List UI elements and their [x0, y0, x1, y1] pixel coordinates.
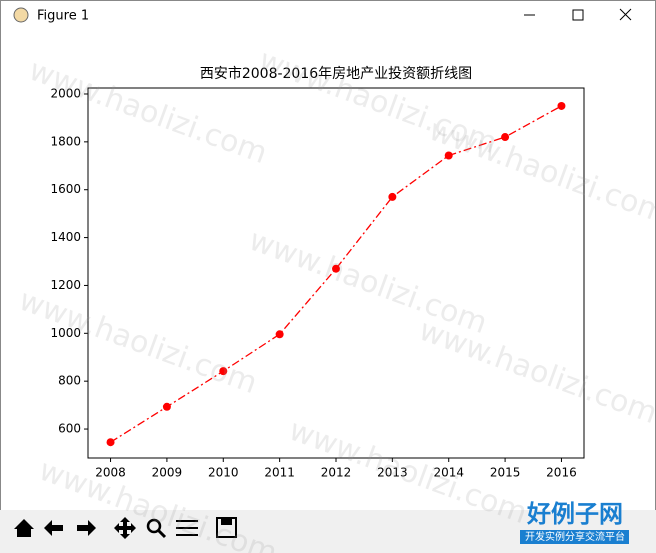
forward-button[interactable] [77, 520, 96, 536]
y-tick-label: 1400 [50, 230, 81, 244]
data-point [332, 264, 340, 273]
maximize-button[interactable] [572, 9, 584, 21]
plot: 西安市2008-2016年房地产业投资额折线图 600 800 1000 1200 140… [50, 65, 585, 480]
back-button[interactable] [44, 520, 63, 536]
data-point [557, 101, 566, 110]
x-tick-label: 2009 [152, 466, 183, 480]
zoom-button[interactable] [146, 518, 162, 534]
save-icon [221, 519, 232, 525]
pan-button[interactable] [114, 517, 136, 539]
configure-button[interactable] [176, 520, 198, 536]
toolbar-icons [14, 517, 237, 539]
logo-band [520, 530, 629, 544]
logo-title: 好例子网 [526, 500, 623, 528]
y-tick-label: 1800 [50, 134, 81, 148]
x-tick-label: 2016 [546, 466, 577, 480]
window-title: Figure 1 [37, 9, 89, 24]
y-tick-label: 800 [58, 374, 81, 388]
app-icon [13, 7, 29, 23]
logo-subtitle: 开发实例分享交流平台 [525, 530, 625, 543]
data-point [388, 192, 397, 201]
y-tick-label: 2000 [50, 86, 81, 100]
data-line [110, 105, 562, 443]
x-tick-label: 2008 [95, 466, 126, 480]
x-tick-label: 2010 [208, 466, 239, 480]
data-point [162, 402, 171, 411]
x-tick-label: 2014 [433, 466, 464, 480]
y-tick-label: 1600 [50, 182, 81, 196]
y-tick-label: 600 [58, 422, 81, 436]
x-tick-label: 2011 [264, 466, 295, 480]
y-tick-label: 1000 [50, 326, 81, 340]
save-button[interactable] [216, 517, 237, 538]
x-tick-label: 2013 [377, 466, 408, 480]
zoom-handle [156, 528, 167, 539]
y-tick-label: 1200 [50, 278, 81, 292]
data-point [106, 438, 115, 447]
chart-title: 西安市2008-2016年房地产业投资额折线图 [200, 65, 472, 82]
data-point [219, 367, 228, 376]
data-point [275, 330, 284, 339]
close-button[interactable] [619, 8, 632, 21]
data-point [444, 151, 453, 160]
data-point [501, 133, 510, 142]
x-tick-label: 2012 [321, 466, 352, 480]
x-tick-label: 2015 [490, 466, 521, 480]
home-button[interactable] [14, 519, 34, 537]
